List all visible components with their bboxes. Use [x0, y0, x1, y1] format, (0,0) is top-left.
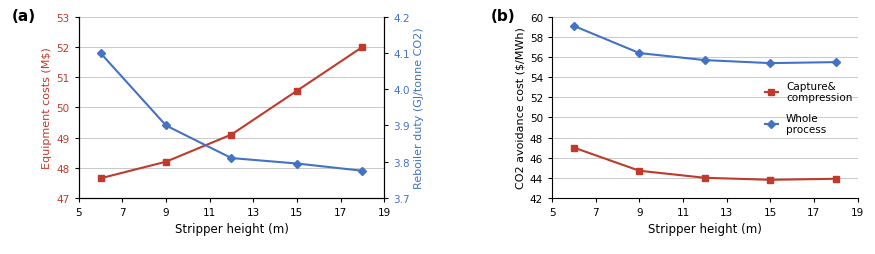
- Y-axis label: Equipment costs (M$): Equipment costs (M$): [42, 47, 52, 169]
- Y-axis label: CO2 avoidance cost ($/MWh): CO2 avoidance cost ($/MWh): [515, 27, 526, 188]
- Capture&
compression: [830, 178, 841, 181]
- Capture&
compression: [634, 170, 645, 173]
- X-axis label: Stripper height (m): Stripper height (m): [174, 223, 289, 235]
- Whole
process: [699, 59, 710, 62]
- Text: (a): (a): [11, 9, 36, 24]
- Line: Capture&
compression: Capture& compression: [570, 145, 839, 183]
- Whole
process: [569, 25, 579, 28]
- Capture&
compression: [569, 147, 579, 150]
- Line: Whole
process: Whole process: [570, 24, 839, 67]
- Capture&
compression: [699, 177, 710, 180]
- Y-axis label: Reboiler duty (GJ/tonne CO2): Reboiler duty (GJ/tonne CO2): [414, 27, 424, 188]
- Whole
process: [765, 62, 775, 65]
- X-axis label: Stripper height (m): Stripper height (m): [648, 223, 762, 235]
- Text: (b): (b): [491, 9, 515, 24]
- Legend: Capture&
compression, Whole
process: Capture& compression, Whole process: [765, 81, 852, 135]
- Whole
process: [634, 52, 645, 55]
- Whole
process: [830, 61, 841, 64]
- Capture&
compression: [765, 179, 775, 182]
